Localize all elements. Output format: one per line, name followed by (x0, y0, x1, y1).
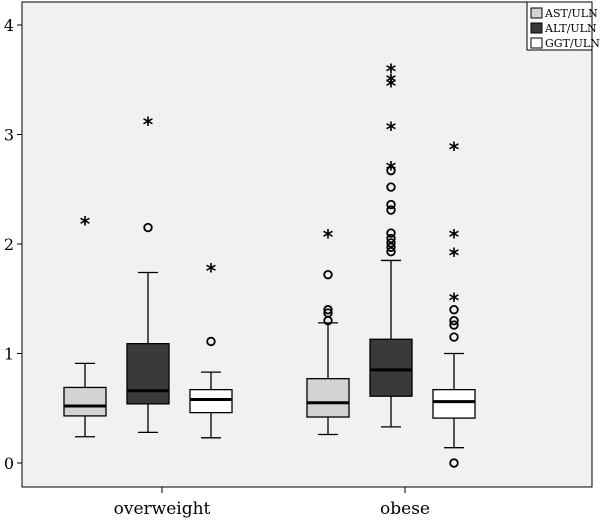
box-iqr (63, 386, 107, 417)
outlier-star: * (449, 225, 460, 249)
outlier-circle (206, 336, 216, 347)
y-tick-label: 0 (4, 454, 14, 473)
outlier-circle (449, 332, 459, 342)
outlier-circle (323, 305, 333, 315)
box-alt-uln-overweight: * (126, 112, 170, 433)
outlier-circle (386, 242, 396, 252)
outlier-star: * (323, 225, 334, 249)
outlier-circle (386, 246, 396, 257)
outlier-circle (323, 308, 333, 318)
x-axis: overweight obese (114, 487, 430, 519)
box-iqr (432, 388, 476, 419)
box-iqr (369, 338, 413, 397)
outlier-circle (386, 165, 396, 176)
outlier-circle (386, 233, 396, 244)
outlier-star: * (386, 118, 397, 142)
outlier-circle (386, 238, 396, 248)
legend-swatch (530, 37, 543, 49)
y-axis: 0 1 2 3 4 (4, 16, 22, 473)
outlier-star: * (206, 259, 217, 283)
legend-swatch (530, 7, 543, 19)
y-tick-label: 2 (4, 235, 14, 254)
box-iqr (126, 342, 170, 405)
y-tick-label: 1 (4, 345, 14, 364)
box-ggt-uln-obese: **** (432, 137, 476, 468)
outlier-star: * (449, 289, 460, 313)
outlier-circle (449, 305, 459, 315)
legend: AST/ULN ALT/ULN GGT/ULN (526, 1, 600, 51)
legend-swatch (530, 22, 543, 34)
outlier-circle (386, 228, 396, 238)
box-alt-uln-obese: ***** (369, 60, 413, 428)
outlier-star: * (143, 112, 154, 136)
outlier-star: * (449, 137, 460, 161)
outlier-star: * (386, 74, 397, 98)
x-category-label: obese (380, 499, 430, 519)
y-tick-label: 3 (4, 126, 14, 145)
box-ast-uln-overweight: * (63, 212, 107, 438)
box-ggt-uln-overweight: * (189, 259, 233, 439)
outlier-star: * (80, 212, 91, 236)
box-groups: ************* (63, 60, 476, 468)
outlier-star: * (449, 244, 460, 268)
box-iqr (189, 388, 233, 414)
outlier-star: * (386, 60, 397, 84)
legend-label: GGT/ULN (545, 37, 600, 50)
outlier-circle (449, 315, 459, 326)
x-category-label: overweight (114, 499, 211, 519)
outlier-star: * (386, 157, 397, 181)
outlier-circle (386, 205, 396, 215)
box-ast-uln-obese: * (306, 225, 350, 436)
y-tick-label: 4 (4, 16, 14, 35)
outlier-circle (386, 182, 396, 192)
outlier-star: * (386, 70, 397, 94)
legend-label: AST/ULN (544, 7, 598, 20)
outlier-circle (449, 458, 459, 468)
box-iqr (306, 378, 350, 418)
outlier-circle (449, 320, 459, 330)
legend-label: ALT/ULN (544, 22, 597, 35)
outlier-circle (386, 199, 396, 210)
outlier-circle (323, 269, 333, 280)
outlier-circle (143, 222, 153, 233)
